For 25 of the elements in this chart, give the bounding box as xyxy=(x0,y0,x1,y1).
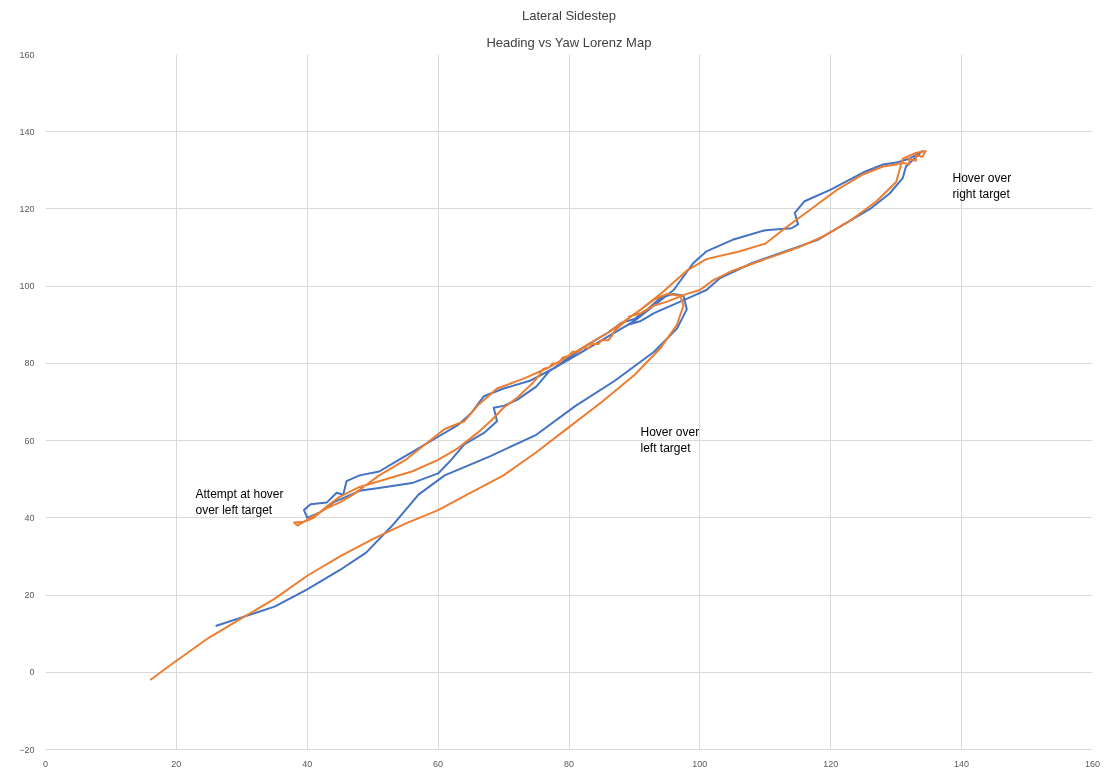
x-tick-label: 100 xyxy=(692,758,708,769)
y-tick-label: −20 xyxy=(19,744,35,755)
y-tick-label: 20 xyxy=(24,590,35,601)
chart-subtitle: Heading vs Yaw Lorenz Map xyxy=(486,34,652,50)
y-tick-label: 60 xyxy=(24,435,35,446)
x-tick-label: 120 xyxy=(823,758,839,769)
x-tick-label: 160 xyxy=(1084,758,1101,769)
line-series xyxy=(149,150,927,681)
y-tick-label: 120 xyxy=(19,203,35,214)
x-tick-label: 60 xyxy=(433,758,444,769)
x-tick-label: 80 xyxy=(563,758,575,769)
x-tick-label: 0 xyxy=(43,758,49,769)
y-tick-label: 0 xyxy=(29,667,35,678)
annotation: Attempt at hover over left target xyxy=(195,486,284,518)
y-tick-label: 140 xyxy=(19,126,35,137)
y-tick-label: 40 xyxy=(24,512,35,523)
chart-title: Lateral Sidestep xyxy=(522,7,616,23)
x-tick-label: 20 xyxy=(171,758,182,769)
y-tick-label: 160 xyxy=(19,49,35,60)
annotation: Hover over right target xyxy=(952,170,1012,202)
x-tick-label: 140 xyxy=(954,758,970,769)
y-tick-label: 100 xyxy=(19,281,35,292)
x-tick-label: 40 xyxy=(302,758,313,769)
annotation: Hover over left target xyxy=(640,424,700,456)
y-tick-label: 80 xyxy=(24,358,35,369)
